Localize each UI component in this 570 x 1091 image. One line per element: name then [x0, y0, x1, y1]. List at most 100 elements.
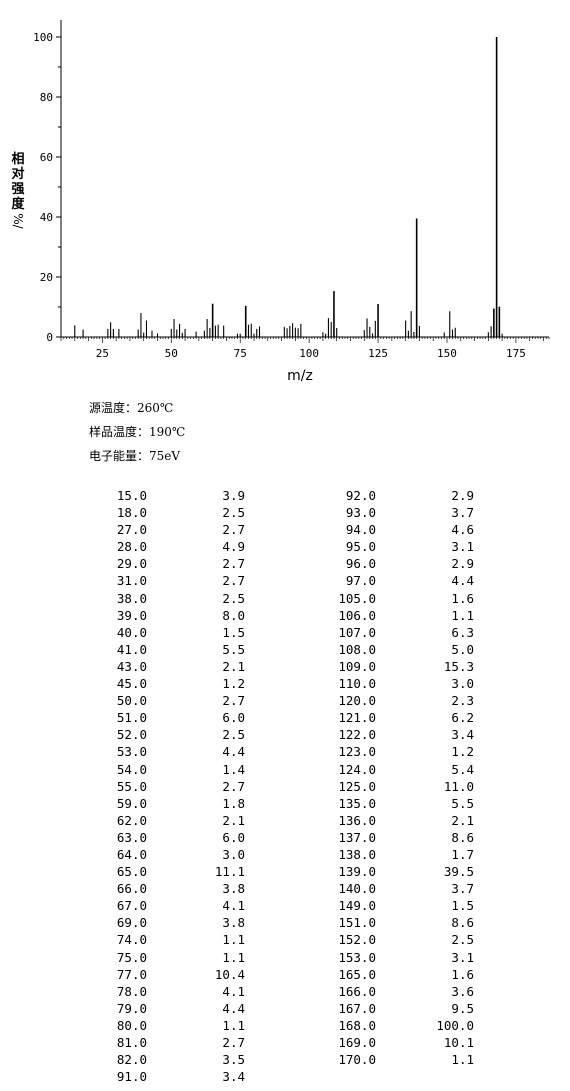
peak-row: 149.0 1.5: [333, 897, 474, 914]
peak-row: 66.0 3.8: [104, 880, 245, 897]
column-gap: [376, 1017, 432, 1034]
mz-value: 97.0: [345, 573, 376, 589]
column-gap: [147, 521, 199, 538]
peak-row: 166.0 3.6: [333, 983, 474, 1000]
column-gap: [376, 675, 432, 692]
intensity-value: 3.9: [222, 488, 245, 503]
peak-row: 82.0 3.5: [104, 1051, 245, 1068]
mz-value: 166.0: [338, 983, 376, 999]
mz-value: 120.0: [338, 693, 376, 709]
intensity-value: 2.5: [222, 727, 245, 743]
mz-value: 41.0: [116, 641, 147, 657]
mz-value: 152.0: [338, 932, 376, 948]
x-tick-label: 175: [506, 347, 526, 360]
column-gap: [147, 966, 199, 983]
peak-row: 93.0 3.7: [333, 504, 474, 521]
peak-row: 109.0 15.3: [333, 658, 474, 675]
peak-row: 52.0 2.5: [104, 726, 245, 743]
x-tick-label: 25: [96, 347, 109, 360]
column-gap: [147, 572, 199, 589]
intensity-value: 2.5: [222, 590, 245, 606]
peak-row: 53.0 4.4: [104, 743, 245, 760]
intensity-value: 2.5: [222, 505, 245, 521]
peak-row: 75.0 1.1: [104, 949, 245, 966]
intensity-value: 4.4: [222, 1000, 245, 1016]
peak-row: 50.0 2.7: [104, 692, 245, 709]
intensity-value: 2.1: [451, 812, 474, 828]
y-tick-label: 40: [40, 211, 53, 224]
peak-row: 79.0 4.4: [104, 1000, 245, 1017]
column-gap: [147, 983, 199, 1000]
mz-value: 45.0: [116, 676, 147, 692]
intensity-value: 3.7: [451, 505, 474, 521]
peak-row: 123.0 1.2: [333, 743, 474, 760]
intensity-value: 1.1: [222, 949, 245, 965]
mz-value: 80.0: [116, 1017, 147, 1033]
column-gap: [376, 966, 432, 983]
peak-row: 38.0 2.5: [104, 590, 245, 607]
mz-value: 140.0: [338, 881, 376, 897]
peak-table-right: 92.0 2.9 93.0 3.7 94.0 4.6 95.0 3.1 96.0 2.9 97.0 4…: [333, 487, 474, 1068]
intensity-value: 1.1: [451, 1052, 474, 1068]
y-tick-label: 60: [40, 151, 53, 164]
mz-value: 139.0: [338, 864, 376, 880]
mz-value: 79.0: [116, 1000, 147, 1016]
column-gap: [376, 863, 432, 880]
column-gap: [376, 1034, 432, 1051]
intensity-value: 3.1: [451, 539, 474, 555]
peak-row: 40.0 1.5: [104, 624, 245, 641]
y-axis-label-char: 度: [11, 197, 25, 212]
mz-value: 107.0: [338, 624, 376, 640]
peak-row: 137.0 8.6: [333, 829, 474, 846]
peak-row: 138.0 1.7: [333, 846, 474, 863]
source-temperature: 源温度：260℃: [89, 401, 174, 415]
column-gap: [147, 555, 199, 572]
mz-value: 74.0: [116, 932, 147, 948]
mz-value: 62.0: [116, 812, 147, 828]
peak-row: 67.0 4.1: [104, 897, 245, 914]
intensity-value: 3.8: [222, 915, 245, 931]
peak-row: 77.0 10.4: [104, 966, 245, 983]
y-tick-label: 80: [40, 91, 53, 104]
column-gap: [376, 743, 432, 760]
column-gap: [376, 572, 432, 589]
mz-value: 55.0: [116, 778, 147, 794]
intensity-value: 1.4: [222, 761, 245, 777]
intensity-value: 4.9: [222, 539, 245, 555]
intensity-value: 1.2: [222, 676, 245, 692]
intensity-value: 5.0: [451, 641, 474, 657]
y-axis-label: 相对强度: [8, 152, 28, 212]
instrument-conditions: 源温度：260℃ 样品温度：190℃ 电子能量：75eV: [89, 396, 185, 468]
peak-row: 94.0 4.6: [333, 521, 474, 538]
chart-axes: [60, 20, 549, 338]
intensity-value: 3.7: [451, 881, 474, 897]
intensity-value: 2.3: [451, 693, 474, 709]
intensity-value: 3.5: [222, 1052, 245, 1068]
mz-value: 138.0: [338, 846, 376, 862]
peak-row: 74.0 1.1: [104, 931, 245, 948]
column-gap: [147, 931, 199, 948]
mz-value: 110.0: [338, 676, 376, 692]
intensity-value: 4.4: [222, 744, 245, 760]
intensity-value: 4.1: [222, 898, 245, 914]
column-gap: [147, 863, 199, 880]
mz-value: 66.0: [116, 881, 147, 897]
x-tick-label: 50: [165, 347, 178, 360]
peak-row: 170.0 1.1: [333, 1051, 474, 1068]
x-axis-label: m/z: [287, 368, 313, 384]
column-gap: [147, 624, 199, 641]
intensity-value: 3.1: [451, 949, 474, 965]
column-gap: [376, 692, 432, 709]
peak-row: 139.0 39.5: [333, 863, 474, 880]
column-gap: [376, 658, 432, 675]
intensity-value: 3.0: [222, 846, 245, 862]
column-gap: [147, 846, 199, 863]
mz-value: 165.0: [338, 966, 376, 982]
mz-value: 95.0: [345, 539, 376, 555]
column-gap: [376, 538, 432, 555]
mz-value: 109.0: [338, 658, 376, 674]
mz-value: 135.0: [338, 795, 376, 811]
peak-row: 43.0 2.1: [104, 658, 245, 675]
chart-peaks: [74, 37, 503, 337]
peak-row: 31.0 2.7: [104, 572, 245, 589]
